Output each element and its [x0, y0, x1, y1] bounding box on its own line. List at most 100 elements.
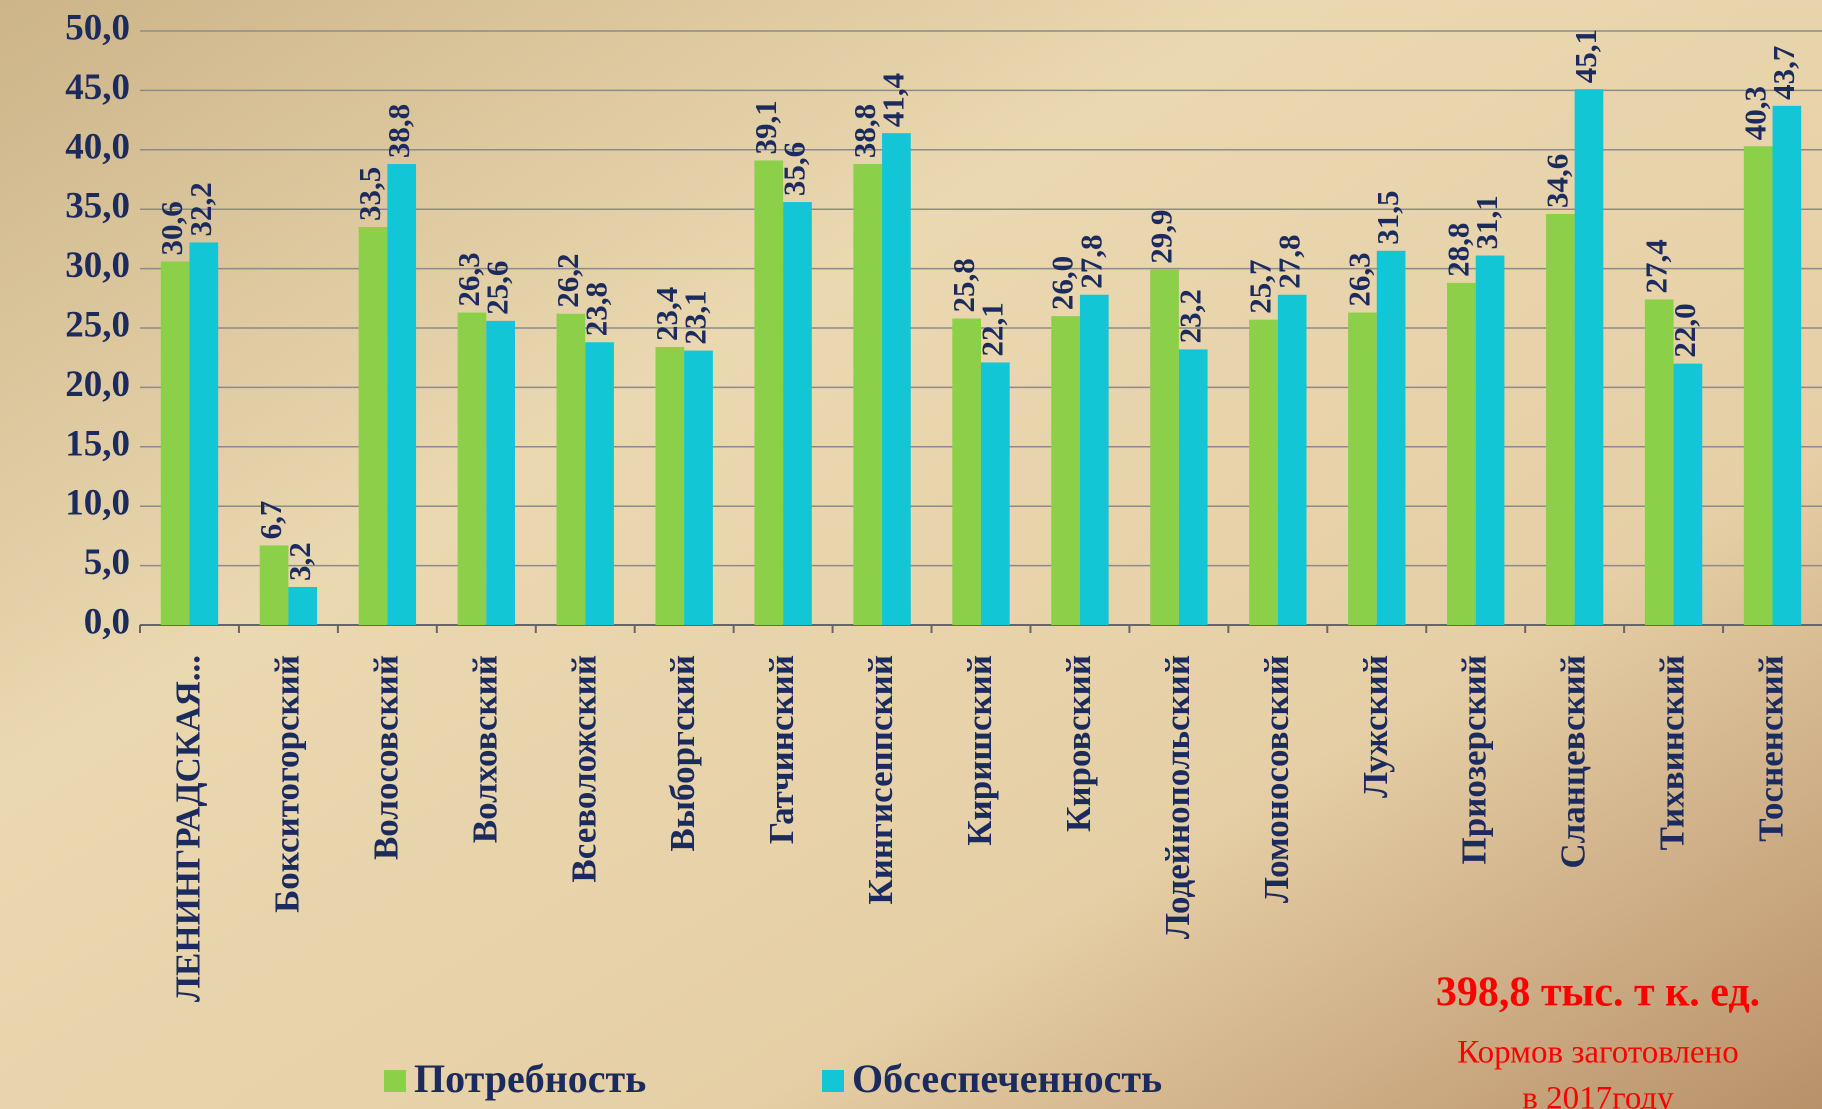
x-tick-label: Кингисеппский [861, 655, 900, 905]
bar [684, 350, 713, 625]
bar [1475, 255, 1505, 626]
x-tick-label: Приозерский [1455, 655, 1494, 864]
data-label: 22,1 [974, 302, 1009, 356]
bar [457, 312, 487, 625]
x-tick-label: ЛЕНИНГРАДСКАЯ... [169, 655, 208, 1002]
x-tick-label: Волосовский [366, 655, 405, 860]
bar [259, 545, 289, 625]
data-label: 43,7 [1766, 46, 1801, 100]
x-tick-label: Лужский [1356, 655, 1395, 798]
annotation-caption: Кормов заготовлено [1457, 1035, 1738, 1071]
data-label: 27,8 [1271, 234, 1306, 288]
data-label: 23,2 [1172, 289, 1207, 343]
bar [160, 261, 190, 625]
x-tick-label: Ломоносовский [1257, 655, 1296, 903]
bar [486, 320, 515, 625]
x-tick-label: Выборгский [663, 655, 702, 852]
y-tick-label: 0,0 [84, 601, 130, 642]
y-tick-label: 35,0 [65, 186, 130, 227]
annotation-caption: в 2017году [1522, 1081, 1674, 1109]
bar [358, 227, 388, 625]
bar [1644, 299, 1674, 625]
legend-swatch [384, 1070, 406, 1092]
data-label: 35,6 [777, 142, 812, 196]
data-label: 25,8 [946, 258, 981, 312]
bar [1348, 312, 1377, 625]
data-label: 30,6 [154, 201, 189, 255]
y-tick-label: 45,0 [65, 67, 130, 108]
data-label: 27,8 [1073, 234, 1108, 288]
bar [1545, 213, 1575, 625]
y-tick-label: 15,0 [65, 423, 130, 464]
x-tick-label: Гатчинский [762, 655, 801, 844]
data-label: 31,1 [1469, 195, 1504, 249]
x-tick-label: Кировский [1059, 655, 1098, 832]
data-label: 39,1 [748, 100, 783, 154]
legend-swatch [822, 1070, 844, 1092]
bar [1079, 294, 1109, 625]
bar [952, 318, 981, 625]
data-label: 45,1 [1568, 29, 1603, 83]
data-label: 26,3 [1342, 252, 1377, 306]
x-tick-label: Волховский [465, 655, 504, 843]
x-tick-label: Тихвинский [1653, 655, 1692, 850]
bar [655, 347, 685, 625]
data-label: 38,8 [847, 104, 882, 158]
bar [1376, 250, 1406, 625]
data-label: 22,0 [1667, 303, 1702, 357]
data-label: 33,5 [352, 167, 387, 221]
bar [1051, 316, 1080, 625]
x-tick-label: Всеволожский [564, 655, 603, 883]
data-label: 31,5 [1370, 191, 1405, 245]
data-label: 26,0 [1045, 256, 1080, 310]
data-label: 26,2 [550, 253, 585, 307]
data-label: 26,3 [451, 252, 486, 306]
y-tick-label: 30,0 [65, 245, 130, 286]
bar [189, 242, 219, 626]
bar [853, 164, 883, 625]
data-label: 41,4 [876, 73, 911, 127]
data-label: 23,8 [579, 282, 614, 336]
data-label: 32,2 [183, 182, 218, 236]
bar [1178, 349, 1208, 625]
bar [556, 313, 586, 625]
x-tick-label: Бокситогорский [267, 655, 306, 913]
y-tick-label: 5,0 [84, 542, 130, 583]
y-tick-label: 40,0 [65, 126, 130, 167]
bar [585, 342, 614, 625]
bar [1772, 105, 1802, 626]
bar [1249, 319, 1278, 625]
legend-label: Обсеспеченность [852, 1056, 1162, 1101]
data-label: 40,3 [1737, 86, 1772, 140]
data-label: 6,7 [253, 501, 288, 540]
bar [1574, 89, 1604, 626]
bar [783, 202, 812, 625]
bar [1277, 294, 1307, 625]
y-tick-label: 10,0 [65, 483, 130, 524]
data-label: 23,1 [678, 290, 713, 344]
bar [882, 133, 911, 625]
data-label: 27,4 [1638, 239, 1673, 293]
annotation-total: 398,8 тыс. т к. ед. [1436, 970, 1760, 1016]
bar [1447, 282, 1476, 625]
bar [288, 586, 318, 625]
data-label: 3,2 [282, 542, 317, 581]
y-tick-label: 25,0 [65, 304, 130, 345]
bar [981, 362, 1010, 625]
data-label: 34,6 [1539, 154, 1574, 208]
data-label: 28,8 [1440, 223, 1475, 277]
x-tick-label: Сланцевский [1554, 655, 1593, 869]
data-label: 25,6 [480, 261, 515, 315]
x-tick-label: Тосненский [1752, 655, 1791, 842]
bar [1150, 269, 1179, 625]
y-tick-label: 50,0 [65, 7, 130, 48]
legend-label: Потребность [414, 1056, 646, 1101]
x-tick-label: Лодейнопольский [1158, 655, 1197, 939]
bar [754, 160, 784, 625]
data-label: 23,4 [649, 287, 684, 341]
bar [1673, 363, 1703, 625]
bar [1743, 146, 1773, 625]
data-label: 29,9 [1144, 210, 1179, 264]
